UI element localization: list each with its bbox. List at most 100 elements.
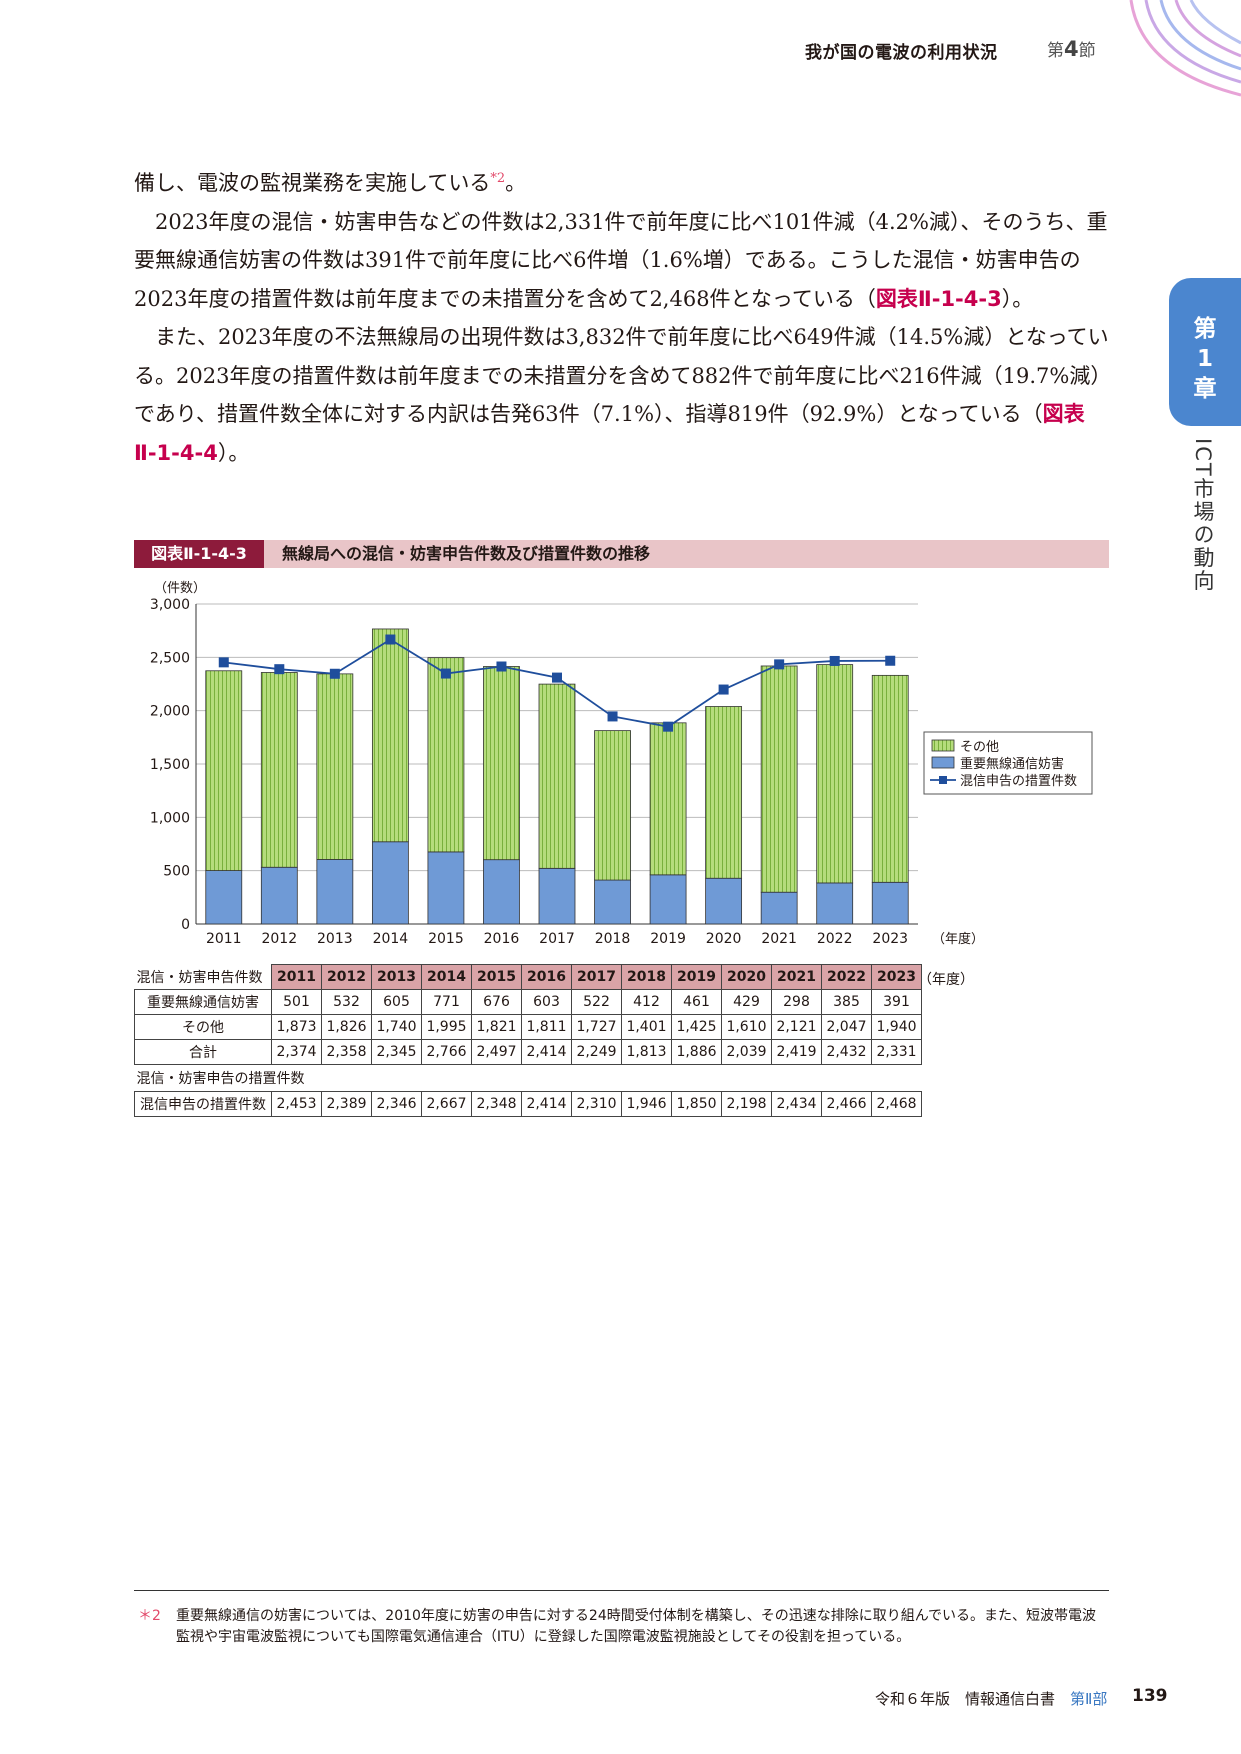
bar-segment-critical <box>483 859 520 925</box>
table-row-label: 重要無線通信妨害 <box>134 989 272 1015</box>
legend-swatch <box>931 739 955 752</box>
page-number: 139 <box>1132 1686 1168 1706</box>
paragraph-2: 2023年度の混信・妨害申告などの件数は2,331件で前年度に比べ101件減（4… <box>134 203 1109 319</box>
x-tick-label: 2021 <box>761 931 797 947</box>
table-cell: 1,610 <box>721 1014 772 1040</box>
table-cell: 1,740 <box>371 1014 422 1040</box>
bar-segment-other <box>538 683 576 869</box>
x-tick-label: 2014 <box>373 931 409 947</box>
table-cell: 1,873 <box>271 1014 322 1040</box>
line-marker <box>774 659 785 670</box>
line-marker <box>663 721 674 732</box>
table-subheader: 混信・妨害申告の措置件数 <box>136 1071 305 1087</box>
table-year-cell: 2017 <box>571 964 622 990</box>
chapter-side-label: ICT市場の動向 <box>1191 438 1215 593</box>
paragraph-3: また、2023年度の不法無線局の出現件数は3,832件で前年度に比べ649件減（… <box>134 318 1109 472</box>
table-subheader-row: 混信・妨害申告の措置件数 <box>135 1065 922 1092</box>
paragraph-2-text: 2023年度の混信・妨害申告などの件数は2,331件で前年度に比べ101件減（4… <box>134 209 1108 311</box>
body-text: 備し、電波の監視業務を実施している*2。 2023年度の混信・妨害申告などの件数… <box>134 160 1109 472</box>
table-cell: 1,826 <box>321 1014 372 1040</box>
bar-segment-other <box>760 665 798 893</box>
x-tick-label: 2011 <box>206 931 242 947</box>
bar-segment-other <box>316 673 354 860</box>
y-tick-label: 1,000 <box>150 810 190 826</box>
legend-label: 重要無線通信妨害 <box>960 756 1064 772</box>
table-cell: 2,432 <box>821 1039 872 1065</box>
table-cell: 2,346 <box>371 1091 422 1117</box>
table-year-cell: 2020 <box>721 964 772 990</box>
table-cell: 605 <box>371 989 422 1015</box>
x-tick-label: 2023 <box>872 931 908 947</box>
table-cell: 2,249 <box>571 1039 622 1065</box>
table-cell: 2,414 <box>521 1039 572 1065</box>
table-cell: 532 <box>321 989 372 1015</box>
bar-segment-other <box>871 674 909 883</box>
bar-segment-other <box>483 666 520 861</box>
bar-segment-critical <box>205 870 243 925</box>
y-tick-label: 2,000 <box>150 704 190 720</box>
table-cell: 2,121 <box>771 1014 822 1040</box>
table-cell: 2,348 <box>471 1091 522 1117</box>
y-axis-label: （件数） <box>154 581 206 596</box>
table-cell: 2,468 <box>871 1091 922 1117</box>
bar-segment-critical <box>260 866 298 925</box>
line-marker <box>440 668 451 679</box>
corner-decoration <box>1129 0 1241 97</box>
x-tick-label: 2015 <box>428 931 464 947</box>
figure-link-1-4-4[interactable]: 図表Ⅱ-1-4-4 <box>134 402 1085 465</box>
y-tick-label: 500 <box>163 864 190 880</box>
table-cell: 385 <box>821 989 872 1015</box>
table-cell: 2,766 <box>421 1039 472 1065</box>
line-marker <box>385 634 396 645</box>
x-tick-label: 2012 <box>261 931 297 947</box>
x-tick-label: 2017 <box>539 931 575 947</box>
y-tick-label: 0 <box>181 917 190 933</box>
bar-segment-other <box>371 628 409 843</box>
running-header-title: 我が国の電波の利用状況 <box>805 43 998 63</box>
bar-segment-other <box>205 670 243 871</box>
table-year-cell: 2023 <box>871 964 922 990</box>
table-cell: 1,401 <box>621 1014 672 1040</box>
table-year-unit: （年度） <box>918 972 974 988</box>
paragraph-2-end: ）。 <box>1001 286 1034 311</box>
paragraph-1: 備し、電波の監視業務を実施している*2。 <box>134 160 1109 203</box>
paragraph-1-end: 。 <box>505 171 527 195</box>
x-tick-label: 2013 <box>317 931 353 947</box>
footnote-reference[interactable]: *2 <box>490 171 506 186</box>
line-marker <box>218 657 229 668</box>
page-footer: 令和６年版 情報通信白書 第Ⅱ部 <box>875 1688 1107 1709</box>
table-cell: 1,850 <box>671 1091 722 1117</box>
line-marker <box>552 672 562 683</box>
bar-segment-critical <box>705 877 743 925</box>
table-row: 合計 2,374 2,358 2,345 2,766 2,497 2,414 2,249 1,8… <box>134 1039 922 1065</box>
x-axis-label: （年度） <box>932 931 984 947</box>
legend-marker <box>939 776 947 784</box>
table-row: 混信申告の措置件数 2,453 2,389 2,346 2,667 2,348 2,414 2… <box>134 1091 922 1117</box>
table-cell: 1,727 <box>571 1014 622 1040</box>
footnote: ＊2 重要無線通信の妨害については、2010年度に妨害の申告に対する24時間受付… <box>134 1606 1109 1648</box>
line-marker <box>829 655 840 666</box>
figure-link-1-4-3[interactable]: 図表Ⅱ-1-4-3 <box>875 286 1002 311</box>
x-tick-label: 2016 <box>484 931 520 947</box>
line-marker <box>496 661 507 672</box>
bar-segment-critical <box>760 891 798 925</box>
footnote-text: 重要無線通信の妨害については、2010年度に妨害の申告に対する24時間受付体制を… <box>176 1608 1097 1645</box>
bar-segment-critical <box>871 881 909 925</box>
table-cell: 1,946 <box>621 1091 672 1117</box>
bar-segment-other <box>705 706 743 879</box>
table-cell: 771 <box>421 989 472 1015</box>
legend-swatch <box>931 756 955 769</box>
x-tick-label: 2022 <box>817 931 853 947</box>
table-cell: 603 <box>521 989 572 1015</box>
y-tick-label: 1,500 <box>150 757 190 773</box>
table-cell: 2,198 <box>721 1091 772 1117</box>
bar-segment-critical <box>649 874 687 925</box>
line-marker <box>274 664 285 675</box>
part-label: 第Ⅱ部 <box>1070 1690 1108 1708</box>
figure-title: 無線局への混信・妨害申告件数及び措置件数の推移 <box>282 544 651 563</box>
table-row: 重要無線通信妨害 501 532 605 771 676 603 522 412 461 429 29… <box>134 989 922 1015</box>
table-cell: 461 <box>671 989 722 1015</box>
table-cell: 2,497 <box>471 1039 522 1065</box>
chapter-tab-line3: 章 <box>1193 376 1217 402</box>
table-cell: 2,434 <box>771 1091 822 1117</box>
